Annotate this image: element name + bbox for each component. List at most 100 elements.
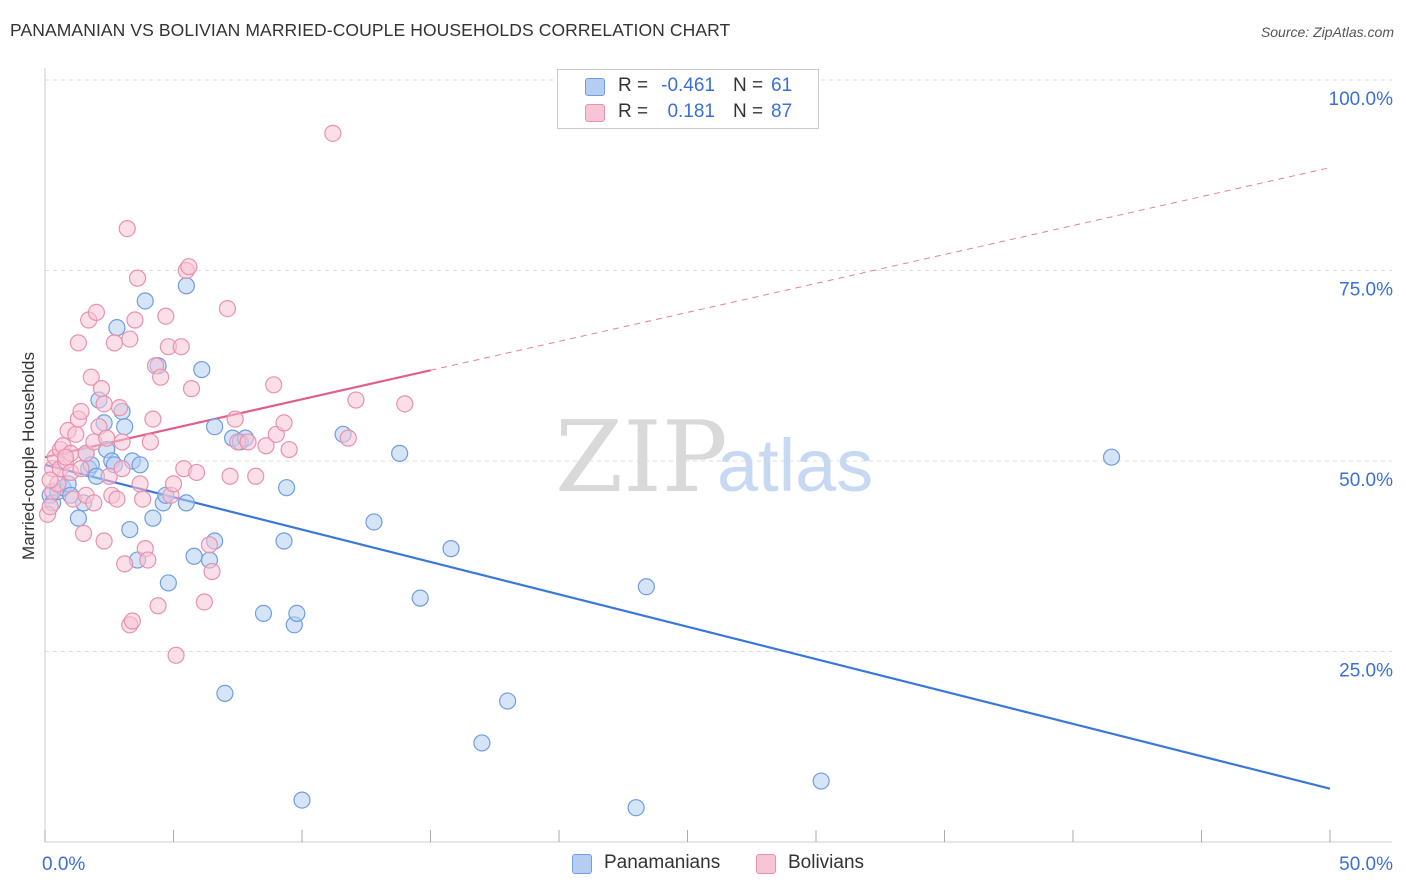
trend-extension-bolivians <box>430 167 1331 371</box>
point-bolivians <box>226 410 244 428</box>
legend-r-value: -0.461 <box>661 75 715 96</box>
point-bolivians <box>41 498 59 516</box>
watermark: ZIP atlas <box>555 401 873 515</box>
point-bolivians <box>82 368 100 386</box>
point-bolivians <box>92 380 111 398</box>
point-bolivians <box>72 460 90 478</box>
point-bolivians <box>110 399 129 417</box>
point-panamanians <box>499 692 517 710</box>
legend-swatch-panamanians <box>572 854 592 874</box>
point-bolivians <box>221 467 239 485</box>
point-panamanians <box>812 772 830 790</box>
point-panamanians <box>442 540 460 558</box>
point-bolivians <box>123 612 141 630</box>
point-bolivians <box>167 646 185 664</box>
point-bolivians <box>128 269 147 287</box>
point-bolivians <box>396 395 414 413</box>
legend-swatch-blue <box>585 78 605 96</box>
point-panamanians <box>365 513 383 531</box>
point-bolivians <box>157 307 175 325</box>
point-bolivians <box>339 429 357 447</box>
point-bolivians <box>195 593 213 611</box>
point-bolivians <box>98 429 116 447</box>
point-bolivians <box>85 494 103 512</box>
point-panamanians <box>108 319 126 337</box>
point-bolivians <box>105 334 123 352</box>
point-panamanians <box>1102 448 1121 466</box>
point-panamanians <box>206 418 224 436</box>
y-tick-label: 100.0% <box>1329 89 1394 110</box>
point-panamanians <box>177 277 195 295</box>
point-bolivians <box>324 124 342 142</box>
legend-n-value: 61 <box>771 75 793 96</box>
point-bolivians <box>41 471 59 489</box>
point-bolivians <box>126 311 144 329</box>
point-panamanians <box>177 494 195 512</box>
point-bolivians <box>56 448 75 466</box>
point-panamanians <box>131 456 149 474</box>
point-panamanians <box>391 444 409 462</box>
point-panamanians <box>473 734 491 752</box>
axes <box>44 68 1392 843</box>
point-panamanians <box>116 418 134 436</box>
point-bolivians <box>113 460 131 478</box>
point-panamanians <box>275 532 293 550</box>
point-bolivians <box>152 368 170 386</box>
point-bolivians <box>188 463 206 482</box>
legend-r-value: 0.181 <box>667 101 715 122</box>
point-bolivians <box>247 467 265 485</box>
tick-labels: 25.0% 50.0% 75.0% 100.0% 0.0% 50.0% <box>42 89 1393 875</box>
point-bolivians <box>144 410 162 428</box>
legend-n-value: 87 <box>771 101 793 122</box>
y-tick-label: 75.0% <box>1339 280 1393 301</box>
point-panamanians <box>254 604 273 623</box>
point-bolivians <box>134 490 152 508</box>
point-bolivians <box>141 433 159 451</box>
point-bolivians <box>180 258 198 276</box>
y-axis-label: Married-couple Households <box>19 352 38 560</box>
point-bolivians <box>257 437 275 455</box>
point-panamanians <box>193 360 211 379</box>
legend-label-panamanians: Panamanians <box>604 852 721 873</box>
trend-line-panamanians <box>44 463 1331 790</box>
watermark-zip: ZIP <box>555 401 728 515</box>
point-bolivians <box>74 524 93 542</box>
point-bolivians <box>275 414 293 432</box>
point-bolivians <box>100 467 118 485</box>
point-bolivians <box>69 334 88 352</box>
correlation-legend: R = -0.461 N = 61 R = 0.181 N = 87 <box>557 69 819 129</box>
y-tick-label: 25.0% <box>1339 661 1393 682</box>
point-bolivians <box>116 555 134 573</box>
legend-swatch-bolivians <box>756 854 776 874</box>
point-bolivians <box>67 425 85 443</box>
point-bolivians <box>131 475 149 493</box>
point-panamanians <box>136 292 154 310</box>
point-panamanians <box>144 509 162 527</box>
legend-r-label: R = <box>618 75 649 96</box>
chart-source: Source: ZipAtlas.com <box>1260 24 1394 40</box>
point-panamanians <box>159 574 177 592</box>
point-bolivians <box>172 338 190 356</box>
point-panamanians <box>216 684 234 703</box>
point-panamanians <box>411 589 429 607</box>
point-bolivians <box>87 303 106 322</box>
y-tick-label: 50.0% <box>1339 470 1393 491</box>
point-bolivians <box>203 562 221 581</box>
x-tick-label: 50.0% <box>1339 854 1393 875</box>
legend-n-label: N = <box>733 75 764 96</box>
watermark-atlas: atlas <box>717 424 873 507</box>
point-bolivians <box>108 490 126 508</box>
point-panamanians <box>121 520 139 539</box>
legend-r-label: R = <box>618 101 649 122</box>
legend-label-bolivians: Bolivians <box>788 852 865 873</box>
data-points <box>38 124 1121 817</box>
point-bolivians <box>347 391 365 409</box>
point-panamanians <box>637 578 655 596</box>
point-panamanians <box>277 479 296 497</box>
point-bolivians <box>265 376 283 394</box>
point-panamanians <box>288 604 306 623</box>
point-bolivians <box>95 532 113 550</box>
point-bolivians <box>182 380 201 398</box>
point-bolivians <box>164 475 183 493</box>
